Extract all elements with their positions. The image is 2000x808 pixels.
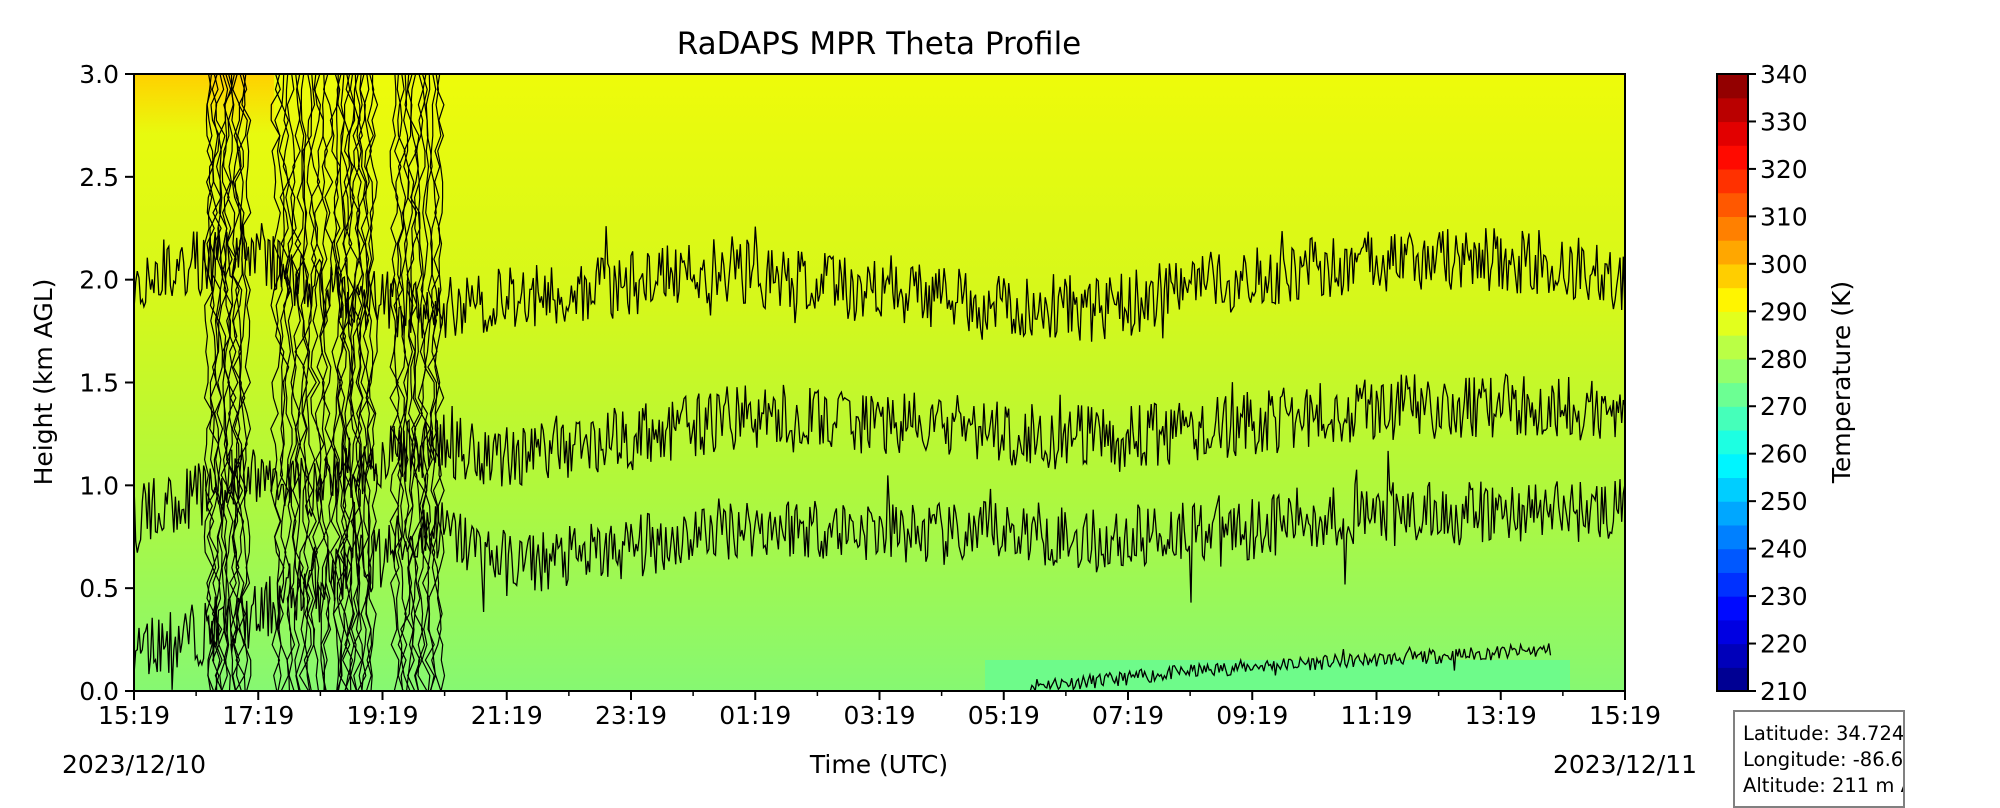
colorbar-band: [1717, 216, 1748, 240]
colorbar-band: [1717, 525, 1748, 549]
colorbar-band: [1717, 74, 1748, 98]
colorbar-tick-label: 320: [1760, 155, 1808, 184]
location-info-box: Latitude: 34.724 Longitude: -86.646 Alti…: [1733, 710, 1905, 808]
x-tick-label: 01:19: [719, 701, 791, 730]
colorbar-band: [1717, 430, 1748, 454]
colorbar-band: [1717, 596, 1748, 620]
x-tick-label: 11:19: [1340, 701, 1412, 730]
y-axis-ticks: 0.0 0.5 1.0 1.5 2.0 2.5 3.0: [79, 60, 134, 706]
plot-area: [134, 74, 1625, 691]
x-tick-label: 13:19: [1465, 701, 1537, 730]
x-tick-label: 05:19: [968, 701, 1040, 730]
x-axis-ticks: 15:19 17:19 19:19 21:19 23:19 01:19 03:19 05:19…: [98, 691, 1661, 730]
colorbar-tick-label: 230: [1760, 582, 1808, 611]
colorbar-band: [1717, 572, 1748, 596]
colorbar-band: [1717, 145, 1748, 169]
x-start-date: 2023/12/10: [62, 750, 206, 779]
x-tick-label: 21:19: [471, 701, 543, 730]
y-tick-label: 0.5: [79, 574, 119, 603]
colorbar-band: [1717, 98, 1748, 122]
colorbar-band: [1717, 477, 1748, 501]
colorbar-band: [1717, 169, 1748, 193]
longitude-text: Longitude: -86.646: [1743, 747, 1895, 773]
x-tick-label: 15:19: [1589, 701, 1661, 730]
colorbar-band: [1717, 644, 1748, 668]
x-tick-label: 17:19: [222, 701, 294, 730]
colorbar-band: [1717, 359, 1748, 383]
x-axis-label: Time (UTC): [809, 750, 948, 779]
x-end-date: 2023/12/11: [1553, 750, 1697, 779]
colorbar-band: [1717, 288, 1748, 312]
x-tick-label: 19:19: [346, 701, 418, 730]
y-tick-label: 3.0: [79, 60, 119, 89]
colorbar-band: [1717, 620, 1748, 644]
colorbar-band: [1717, 406, 1748, 430]
colorbar: [1717, 74, 1748, 692]
colorbar-tick-label: 270: [1760, 392, 1808, 421]
colorbar-band: [1717, 383, 1748, 407]
colorbar-tick-label: 220: [1760, 630, 1808, 659]
colorbar-tick-label: 260: [1760, 440, 1808, 469]
latitude-text: Latitude: 34.724: [1743, 721, 1895, 747]
colorbar-tick-label: 340: [1760, 60, 1808, 89]
y-tick-label: 1.5: [79, 369, 119, 398]
y-tick-label: 1.0: [79, 471, 119, 500]
y-tick-label: 2.5: [79, 163, 119, 192]
warm-region-upper-left: [134, 74, 274, 134]
colorbar-band: [1717, 311, 1748, 335]
colorbar-tick-label: 290: [1760, 297, 1808, 326]
x-tick-label: 03:19: [843, 701, 915, 730]
colorbar-ticks: 210 220 230 240 250 260 270 280 290 300 310 320 330 3…: [1748, 60, 1808, 706]
colorbar-band: [1717, 264, 1748, 288]
x-tick-label: 07:19: [1092, 701, 1164, 730]
y-tick-label: 2.0: [79, 266, 119, 295]
colorbar-tick-label: 210: [1760, 677, 1808, 706]
colorbar-band: [1717, 335, 1748, 359]
colorbar-band: [1717, 121, 1748, 145]
colorbar-tick-label: 250: [1760, 487, 1808, 516]
colorbar-tick-label: 330: [1760, 107, 1808, 136]
chart-title: RaDAPS MPR Theta Profile: [677, 26, 1082, 62]
x-tick-label: 09:19: [1216, 701, 1288, 730]
colorbar-band: [1717, 549, 1748, 573]
colorbar-band: [1717, 667, 1748, 691]
x-tick-label: 23:19: [595, 701, 667, 730]
altitude-text: Altitude: 211 m AGL: [1743, 773, 1895, 799]
y-tick-label: 0.0: [79, 677, 119, 706]
colorbar-tick-label: 240: [1760, 535, 1808, 564]
colorbar-tick-label: 300: [1760, 250, 1808, 279]
colorbar-band: [1717, 501, 1748, 525]
y-axis-label: Height (km AGL): [29, 279, 58, 486]
colorbar-tick-label: 310: [1760, 202, 1808, 231]
colorbar-band: [1717, 454, 1748, 478]
colorbar-label: Temperature (K): [1827, 281, 1856, 484]
colorbar-band: [1717, 240, 1748, 264]
colorbar-tick-label: 280: [1760, 345, 1808, 374]
colorbar-band: [1717, 193, 1748, 217]
